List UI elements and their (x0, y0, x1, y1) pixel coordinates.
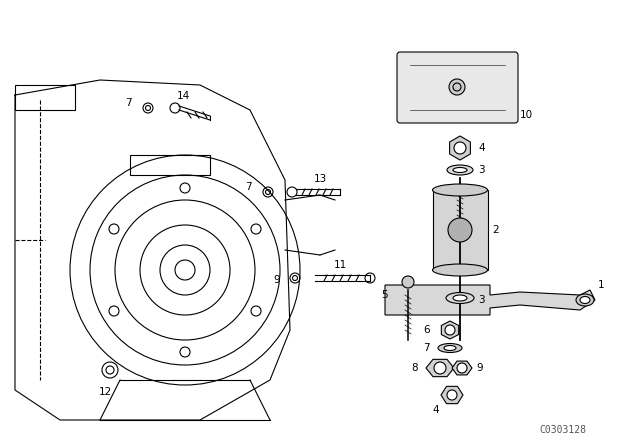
Text: 6: 6 (424, 325, 430, 335)
Polygon shape (426, 359, 454, 377)
Text: 12: 12 (99, 387, 111, 397)
Text: C0303128: C0303128 (540, 425, 587, 435)
Circle shape (457, 363, 467, 373)
Text: 13: 13 (314, 174, 326, 184)
Circle shape (447, 390, 457, 400)
Polygon shape (452, 361, 472, 375)
Ellipse shape (453, 295, 467, 301)
Bar (433, 190, 488, 270)
Text: 7: 7 (125, 98, 131, 108)
Text: 9: 9 (476, 363, 483, 373)
Text: 11: 11 (333, 260, 347, 270)
FancyBboxPatch shape (397, 52, 518, 123)
Circle shape (449, 79, 465, 95)
Text: 7: 7 (424, 343, 430, 353)
Polygon shape (442, 321, 459, 339)
Text: 7: 7 (244, 182, 252, 192)
Ellipse shape (576, 294, 594, 306)
Circle shape (402, 276, 414, 288)
Polygon shape (441, 386, 463, 404)
Text: 4: 4 (478, 143, 484, 153)
Circle shape (454, 142, 466, 154)
Polygon shape (385, 285, 595, 315)
Bar (15, 85, 75, 110)
Polygon shape (450, 136, 470, 160)
Ellipse shape (433, 264, 488, 276)
Text: 1: 1 (598, 280, 605, 290)
Ellipse shape (433, 184, 488, 196)
Bar (130, 155, 210, 175)
Text: 10: 10 (520, 110, 533, 120)
Ellipse shape (446, 293, 474, 303)
Text: 14: 14 (177, 91, 189, 101)
Text: 5: 5 (381, 290, 388, 300)
Ellipse shape (453, 168, 467, 172)
Text: 4: 4 (433, 405, 439, 415)
Text: 3: 3 (478, 165, 484, 175)
Ellipse shape (438, 344, 462, 353)
Ellipse shape (580, 297, 590, 303)
Text: 9: 9 (273, 275, 280, 285)
Ellipse shape (447, 165, 473, 175)
Circle shape (434, 362, 446, 374)
Text: 3: 3 (478, 295, 484, 305)
Text: 8: 8 (412, 363, 418, 373)
Ellipse shape (444, 345, 456, 350)
Circle shape (448, 218, 472, 242)
Text: 2: 2 (492, 225, 499, 235)
Circle shape (445, 325, 455, 335)
